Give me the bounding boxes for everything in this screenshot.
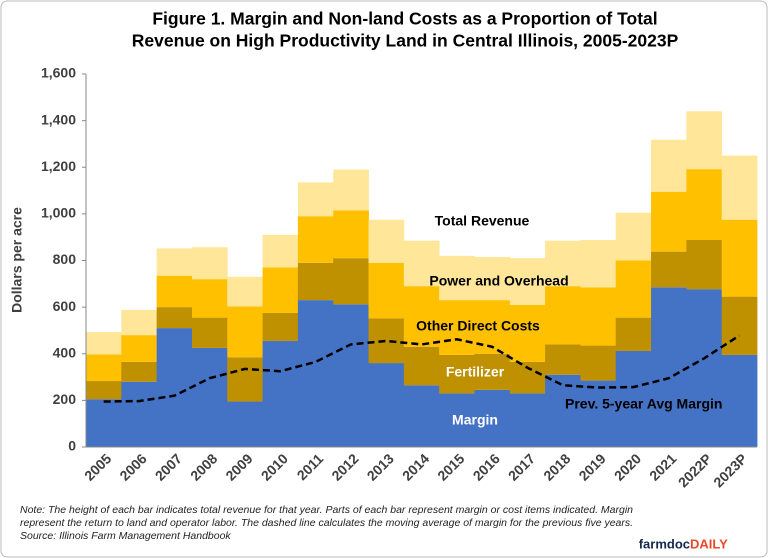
bar-segment: [262, 340, 299, 447]
bar-segment: [686, 239, 723, 290]
bar-segment: [227, 401, 263, 447]
bar-segment: [580, 380, 617, 447]
bar-segment: [439, 255, 475, 301]
bar-segment: [615, 212, 652, 261]
bar-segment: [368, 318, 405, 364]
bar-segment: [580, 345, 617, 381]
bar-segment: [439, 354, 475, 394]
bar-segment: [191, 317, 228, 348]
bar-segment: [191, 247, 228, 280]
bar-segment: [333, 258, 369, 305]
bar-segment: [403, 240, 440, 287]
bar-segment: [651, 191, 687, 252]
bar-segment: [121, 361, 158, 382]
bar-segment: [191, 347, 228, 447]
y-tick-label: 600: [53, 298, 77, 314]
bar-segment: [580, 287, 617, 346]
bar-segment: [509, 258, 546, 305]
series-label: Margin: [452, 412, 498, 428]
bar-segment: [191, 279, 228, 318]
bar-segment: [721, 155, 758, 220]
bar-segment: [333, 210, 369, 259]
note: represent the return to land and operato…: [20, 517, 633, 529]
bar-segment: [86, 354, 122, 382]
bar-segment: [262, 267, 299, 313]
bar-segment: [262, 234, 299, 268]
y-tick-label: 0: [68, 438, 76, 454]
bar-segment: [156, 328, 193, 447]
y-tick-label: 1,400: [41, 111, 76, 127]
bar-segment: [227, 306, 263, 358]
chart-title: Revenue on High Productivity Land in Cen…: [132, 31, 679, 51]
bar-segment: [262, 312, 299, 341]
bar-segment: [403, 385, 440, 447]
bar-segment: [651, 139, 687, 192]
bar-segment: [474, 257, 511, 301]
bar-segment: [721, 219, 758, 297]
bar-segment: [545, 240, 581, 287]
bar-segment: [297, 262, 334, 301]
bar-segment: [439, 393, 475, 447]
bar-segment: [121, 309, 158, 336]
total-label: Total Revenue: [435, 213, 530, 229]
y-axis-label: Dollars per acre: [9, 207, 25, 313]
bar-segment: [509, 304, 546, 362]
bar-segment: [721, 296, 758, 355]
bar-segment: [368, 219, 405, 263]
bar-segment: [474, 353, 511, 390]
logo: farmdoc: [639, 536, 690, 551]
bar-segment: [86, 381, 122, 400]
bar-segment: [686, 111, 723, 170]
bar-segment: [121, 381, 158, 447]
bar-segment: [297, 300, 334, 447]
bar-segment: [403, 346, 440, 386]
bar-segment: [368, 363, 405, 447]
bar-segment: [615, 260, 652, 318]
bar-segment: [545, 286, 581, 345]
bar-segment: [297, 182, 334, 217]
series-label: Other Direct Costs: [416, 318, 540, 334]
bar-segment: [227, 357, 263, 402]
bar-segment: [403, 286, 440, 347]
bar-segment: [651, 287, 687, 447]
note: Source: Illinois Farm Management Handboo…: [20, 530, 231, 542]
bar-segment: [86, 399, 122, 447]
bar-segment: [580, 239, 617, 288]
bar-segment: [686, 289, 723, 447]
bar-segment: [545, 344, 581, 375]
series-label: Fertilizer: [446, 364, 505, 380]
line-label: Prev. 5-year Avg Margin: [565, 396, 722, 412]
bar-segment: [156, 307, 193, 329]
y-tick-label: 1,200: [41, 158, 76, 174]
bar-segment: [156, 275, 193, 308]
bar-segment: [615, 350, 652, 447]
y-tick-label: 400: [53, 344, 77, 360]
bar-segment: [86, 332, 122, 355]
y-tick-label: 1,600: [41, 65, 76, 81]
bar-segment: [615, 317, 652, 351]
y-tick-label: 1,000: [41, 205, 76, 221]
bar-segment: [721, 354, 758, 447]
bar-segment: [686, 169, 723, 240]
y-tick-label: 200: [53, 391, 77, 407]
logo: DAILY: [690, 536, 728, 551]
bar-segment: [156, 248, 193, 276]
bar-segment: [439, 300, 475, 355]
bar-segment: [368, 262, 405, 319]
y-tick-label: 800: [53, 251, 77, 267]
bar-segment: [474, 389, 511, 447]
note: Note: The height of each bar indicates t…: [20, 504, 633, 516]
bar-segment: [651, 251, 687, 288]
bar-segment: [297, 216, 334, 263]
series-label: Power and Overhead: [429, 273, 568, 289]
bar-segment: [227, 276, 263, 307]
avg-line: [103, 334, 741, 403]
bar-segment: [333, 169, 369, 211]
bar-segment: [509, 393, 546, 447]
bar-segment: [121, 335, 158, 362]
bar-segment: [333, 304, 369, 447]
bar-segment: [545, 374, 581, 447]
chart-title: Figure 1. Margin and Non-land Costs as a…: [152, 9, 657, 29]
